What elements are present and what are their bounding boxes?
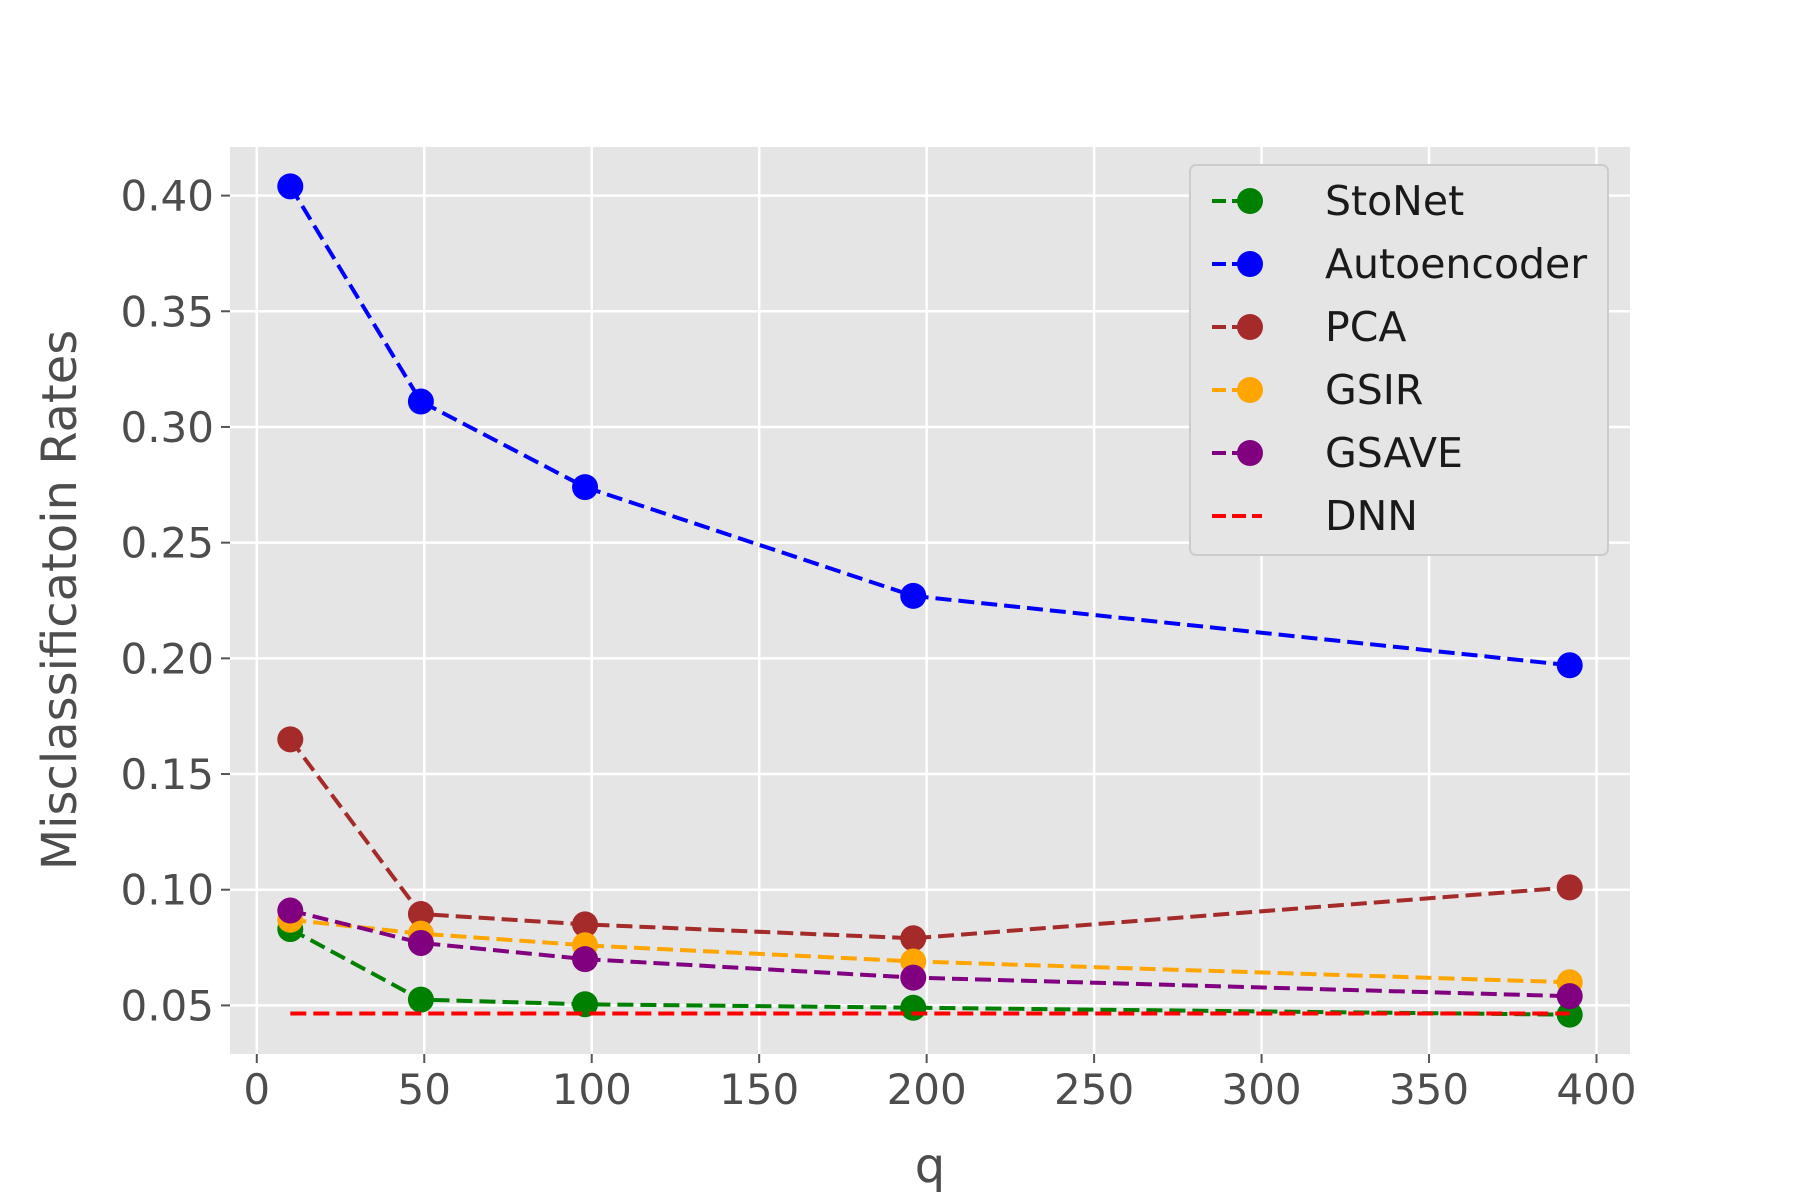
data-point-gsave [277, 897, 304, 924]
x-tick-label: 400 [1556, 1065, 1636, 1114]
x-tick-label: 200 [887, 1065, 967, 1114]
data-point-autoencoder [277, 173, 304, 200]
y-tick-label: 0.10 [120, 866, 214, 915]
legend: StoNet Autoencoder PCA GSIR GSAVE DNN [1189, 164, 1609, 556]
series-line-gsir [290, 917, 1570, 985]
data-point-autoencoder [900, 582, 927, 609]
y-axis-ticks: 0.05 0.10 0.15 0.20 0.25 0.30 0.35 0.40 [120, 172, 230, 1030]
y-axis-label: Misclassificatoin Rates [32, 330, 88, 871]
data-point-gsave [900, 964, 927, 991]
legend-label-gsir: GSIR [1325, 366, 1423, 414]
data-point-pca [900, 925, 927, 952]
y-tick-label: 0.35 [120, 287, 214, 336]
data-point-stonet [900, 994, 927, 1021]
legend-label-autoencoder: Autoencoder [1325, 240, 1587, 288]
data-point-pca [277, 726, 304, 753]
x-tick-label: 100 [552, 1065, 632, 1114]
x-tick-label: 0 [243, 1065, 270, 1114]
legend-marker-autoencoder [1237, 251, 1263, 277]
data-point-stonet [1556, 1001, 1583, 1028]
y-tick-label: 0.40 [120, 172, 214, 221]
legend-marker-gsave [1237, 440, 1263, 466]
x-tick-label: 150 [719, 1065, 799, 1114]
legend-label-dnn: DNN [1325, 492, 1418, 540]
data-point-gsave [407, 929, 434, 956]
y-tick-label: 0.25 [120, 519, 214, 568]
data-point-pca [572, 911, 599, 938]
legend-label-gsave: GSAVE [1325, 429, 1463, 477]
legend-box [1189, 164, 1609, 556]
legend-marker-pca [1237, 314, 1263, 340]
legend-marker-gsir [1237, 377, 1263, 403]
data-point-stonet [572, 991, 599, 1018]
x-axis-ticks: 0 50 100 150 200 250 300 350 400 [243, 1054, 1637, 1114]
legend-label-pca: PCA [1325, 303, 1406, 351]
series-group [277, 173, 1583, 1028]
y-tick-label: 0.05 [120, 981, 214, 1030]
x-axis-label: q [915, 1138, 945, 1194]
series-line-autoencoder [288, 185, 1570, 668]
data-point-autoencoder [407, 388, 434, 415]
x-tick-label: 350 [1389, 1065, 1469, 1114]
y-tick-label: 0.20 [120, 634, 214, 683]
x-tick-label: 250 [1054, 1065, 1134, 1114]
data-point-pca [407, 901, 434, 928]
data-point-gsave [1556, 983, 1583, 1010]
data-point-gsave [572, 946, 599, 973]
data-point-autoencoder [1556, 652, 1583, 679]
y-tick-label: 0.15 [120, 750, 214, 799]
data-point-pca [1556, 874, 1583, 901]
x-tick-label: 50 [398, 1065, 451, 1114]
data-point-stonet [407, 986, 434, 1013]
legend-marker-stonet [1237, 188, 1263, 214]
data-point-autoencoder [572, 474, 599, 501]
y-tick-label: 0.30 [120, 403, 214, 452]
x-tick-label: 300 [1221, 1065, 1301, 1114]
legend-label-stonet: StoNet [1325, 177, 1464, 225]
